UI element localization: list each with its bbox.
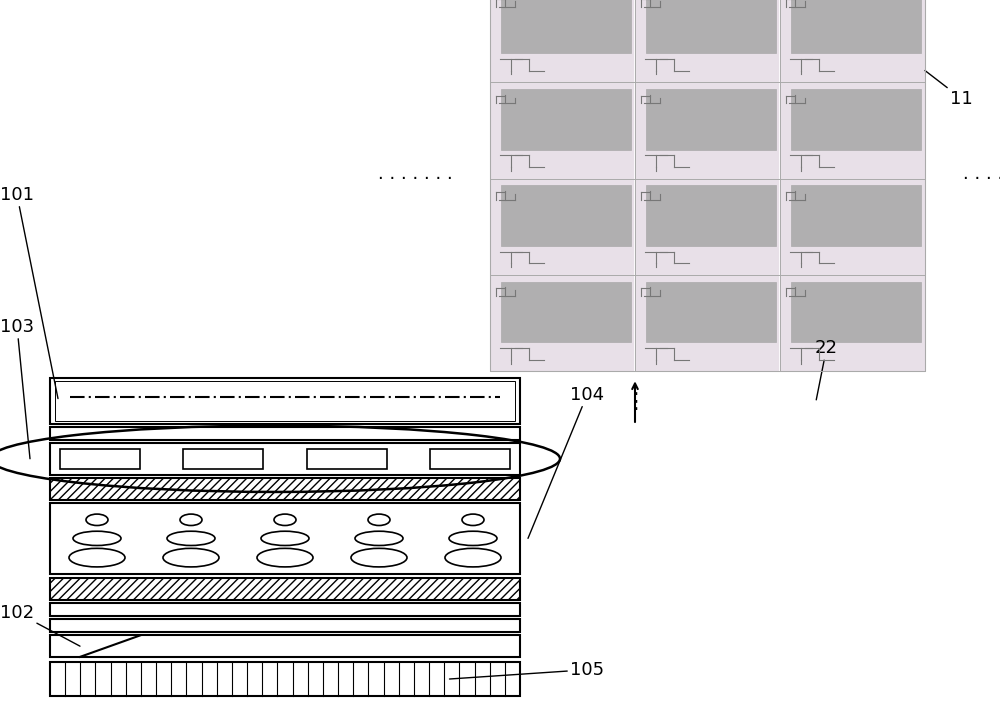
Text: · · · · · · ·: · · · · · · · [963,169,1000,188]
Bar [501,281,631,343]
Ellipse shape [73,531,121,545]
Ellipse shape [274,514,296,526]
Ellipse shape [445,548,501,567]
Bar [791,89,921,149]
Bar [50,635,520,657]
Text: 11: 11 [925,71,973,108]
Bar [50,503,520,574]
Bar [791,185,921,246]
Bar [791,281,921,343]
Text: ⋮: ⋮ [624,391,646,412]
Bar [791,0,921,54]
Bar [490,0,925,371]
Text: 1041: 1041 [0,713,1,714]
Bar [50,578,520,600]
Ellipse shape [257,548,313,567]
Bar [50,443,520,475]
Ellipse shape [462,514,484,526]
Bar [646,281,776,343]
Bar [646,185,776,246]
Bar [430,448,510,468]
Bar [55,381,515,421]
Ellipse shape [180,514,202,526]
Bar [50,478,520,500]
Bar [183,448,263,468]
Ellipse shape [355,531,403,545]
Bar [501,0,631,54]
Bar [50,619,520,632]
Ellipse shape [163,548,219,567]
Ellipse shape [368,514,390,526]
Ellipse shape [261,531,309,545]
Ellipse shape [449,531,497,545]
Text: 33: 33 [0,713,1,714]
Bar [50,603,520,616]
Text: 103: 103 [0,318,34,458]
Bar [60,448,140,468]
Text: · · · · · · ·: · · · · · · · [378,169,452,188]
Bar [501,185,631,246]
Bar [501,89,631,149]
Ellipse shape [167,531,215,545]
Text: 101: 101 [0,186,58,398]
Bar [307,448,387,468]
Bar [646,0,776,54]
Text: 105: 105 [449,660,604,679]
Bar [50,427,520,440]
Bar [50,378,520,424]
Text: 22: 22 [815,339,838,400]
Bar [50,662,520,696]
Ellipse shape [351,548,407,567]
Text: 104: 104 [528,386,604,538]
Bar [646,89,776,149]
Ellipse shape [69,548,125,567]
Text: 102: 102 [0,603,80,646]
Ellipse shape [86,514,108,526]
